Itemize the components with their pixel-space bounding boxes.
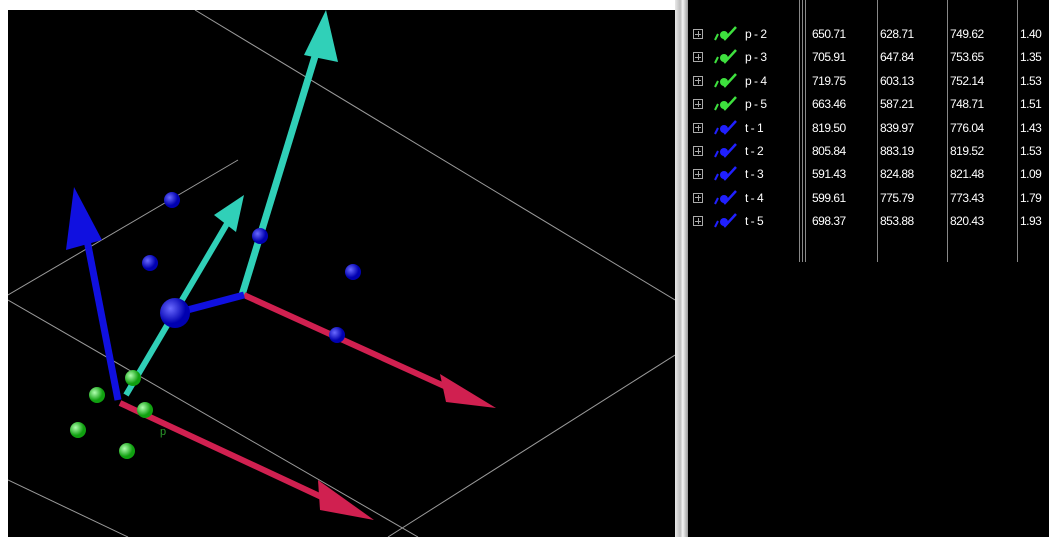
row-name: p - 5 [745, 97, 767, 112]
row-icon [714, 72, 737, 88]
expand-button[interactable] [693, 216, 703, 227]
table-row[interactable]: t - 1 819.50 839.97 776.04 1.43 [688, 117, 1049, 140]
cell: 647.84 [880, 50, 914, 65]
table-row[interactable]: p - 4 719.75 603.13 752.14 1.53 [688, 70, 1049, 93]
cell: 819.50 [812, 120, 846, 135]
cell: 883.19 [880, 144, 914, 158]
row-icon [714, 189, 737, 205]
splitter[interactable] [675, 0, 688, 537]
cell: 753.65 [950, 50, 984, 65]
cell: 820.43 [950, 214, 984, 229]
row-icon [714, 96, 737, 112]
wireframe [8, 10, 675, 537]
row-icon [714, 49, 737, 65]
cell: 839.97 [880, 120, 914, 135]
row-name: t - 2 [745, 144, 764, 158]
table-row[interactable]: p - 5 663.46 587.21 748.71 1.51 [688, 93, 1049, 116]
cell: 1.53 [1020, 144, 1042, 158]
expand-button[interactable] [693, 75, 703, 86]
table-row[interactable]: p - 3 705.91 647.84 753.65 1.35 [688, 46, 1049, 69]
table-row[interactable]: p - 2 650.71 628.71 749.62 1.40 [688, 23, 1049, 46]
scene: p [8, 10, 675, 537]
cell: 599.61 [812, 190, 846, 205]
cell: 821.48 [950, 167, 984, 182]
table-row[interactable]: t - 4 599.61 775.79 773.43 1.79 [688, 187, 1049, 210]
expand-button[interactable] [693, 192, 703, 203]
row-name: t - 3 [745, 167, 764, 182]
cell: 824.88 [880, 167, 914, 182]
row-icon [714, 26, 737, 41]
expand-button[interactable] [693, 99, 703, 110]
row-name: t - 5 [745, 214, 764, 229]
cell: 752.14 [950, 73, 984, 88]
cell: 775.79 [880, 190, 914, 205]
row-icon [714, 213, 737, 229]
row-icon [714, 166, 737, 182]
cell: 776.04 [950, 120, 984, 135]
table-row[interactable]: t - 3 591.43 824.88 821.48 1.09 [688, 163, 1049, 186]
axes [66, 10, 496, 520]
cell: 1.35 [1020, 50, 1042, 65]
cell: 650.71 [812, 27, 846, 41]
cell: 628.71 [880, 27, 914, 41]
cell: 819.52 [950, 144, 984, 158]
row-icon [714, 143, 737, 158]
cell: 853.88 [880, 214, 914, 229]
row-icon [714, 119, 737, 135]
table-row[interactable]: t - 2 805.84 883.19 819.52 1.53 [688, 140, 1049, 163]
points [70, 192, 361, 459]
cell: 749.62 [950, 27, 984, 41]
row-name: t - 1 [745, 120, 764, 135]
table-row[interactable]: t - 5 698.37 853.88 820.43 1.93 [688, 210, 1049, 233]
cell: 705.91 [812, 50, 846, 65]
cell: 1.09 [1020, 167, 1042, 182]
expand-button[interactable] [693, 52, 703, 63]
cell: 587.21 [880, 97, 914, 112]
cell: 698.37 [812, 214, 846, 229]
cell: 1.53 [1020, 73, 1042, 88]
cell: 1.43 [1020, 120, 1042, 135]
cell: 663.46 [812, 97, 846, 112]
cell: 748.71 [950, 97, 984, 112]
cell: 603.13 [880, 73, 914, 88]
cell: 1.51 [1020, 97, 1042, 112]
row-name: p - 2 [745, 27, 767, 41]
3d-viewport[interactable]: p [8, 10, 675, 537]
expand-button[interactable] [693, 169, 703, 180]
cell: 1.40 [1020, 27, 1042, 41]
expand-button[interactable] [693, 29, 703, 39]
cell: 773.43 [950, 190, 984, 205]
row-name: p - 3 [745, 50, 767, 65]
expand-button[interactable] [693, 122, 703, 133]
cell: 1.93 [1020, 214, 1042, 229]
cell: 805.84 [812, 144, 846, 158]
cell: 1.79 [1020, 190, 1042, 205]
data-table: p - 2 650.71 628.71 749.62 1.40 p - 3 705.91 64… [688, 0, 1049, 537]
row-name: p - 4 [745, 73, 767, 88]
row-name: t - 4 [745, 190, 764, 205]
expand-button[interactable] [693, 146, 703, 156]
axis-label: p [160, 426, 166, 438]
cell: 591.43 [812, 167, 846, 182]
cell: 719.75 [812, 73, 846, 88]
